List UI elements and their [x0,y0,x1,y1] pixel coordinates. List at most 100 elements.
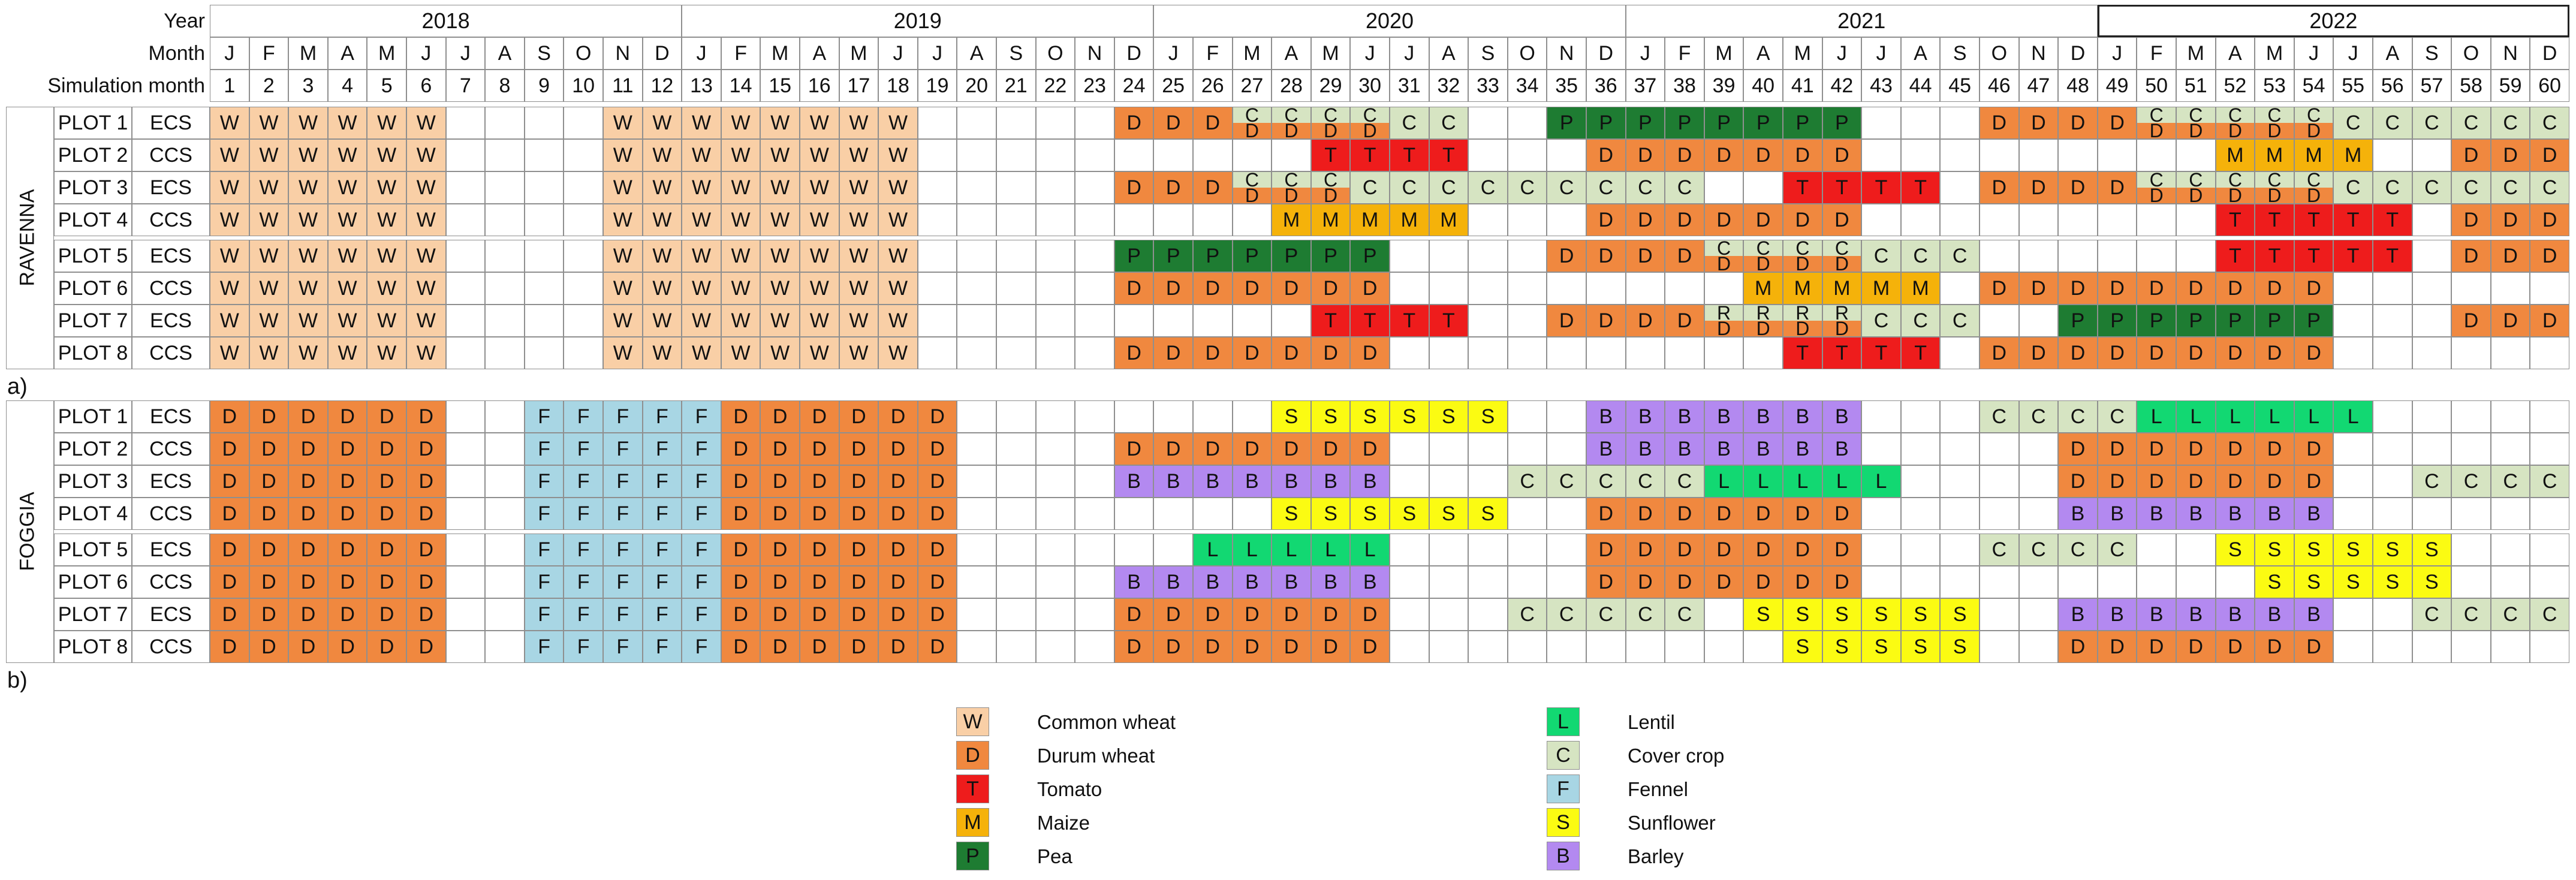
year-cell: 2018 [210,5,682,37]
crop-cell: S [1350,400,1390,433]
crop-cell: D [327,598,367,631]
crop-cell: D [1232,337,1272,369]
crop-cell: D [1704,204,1744,236]
simulation-month-cell: 23 [1075,70,1114,102]
grid-cell [2176,534,2216,566]
grid-cell [445,171,486,204]
crop-cell: D [2294,433,2334,465]
crop-cell: M [1272,204,1311,236]
crop-cell: D [1586,305,1626,337]
crop-cell: D [1783,566,1822,598]
simulation-month-cell: 8 [485,70,525,102]
crop-cell: S [2294,534,2334,566]
grid-cell [1468,305,1508,337]
legend-label: Lentil [1628,711,1675,733]
simulation-month-cell: 3 [288,70,328,102]
grid-cell [524,171,564,204]
grid-cell [1625,337,1665,369]
crop-cell: F [603,598,643,631]
grid-cell [445,139,486,171]
grid-cell [1861,534,1901,566]
grid-cell [996,465,1036,498]
grid-cell [485,240,525,272]
crop-cell: D [1272,433,1311,465]
grid-cell [2058,139,2098,171]
crop-cell: P [1743,107,1783,139]
grid-cell [2373,400,2412,433]
grid-cell [1547,631,1586,663]
grid-cell [1193,305,1233,337]
crop-cell: W [682,337,721,369]
crop-cell: T [2294,204,2334,236]
grid-cell [1468,240,1508,272]
crop-cell: B [1350,465,1390,498]
crop-cell: D [406,566,446,598]
crop-top: C [2216,107,2255,125]
grid-cell [485,498,525,530]
crop-cell: D [760,566,800,598]
grid-cell [1547,498,1586,530]
month-cell: D [2530,37,2569,70]
crop-cell: D [1153,337,1193,369]
crop-cell: D [249,534,289,566]
crop-cell: C [1980,534,2019,566]
month-cell: S [2412,37,2452,70]
crop-cell: D [2530,139,2569,171]
crop-cell: D [367,566,406,598]
crop-cell: D [2530,240,2569,272]
grid-cell [1193,498,1233,530]
grid-cell [1468,139,1508,171]
month-cell: O [564,37,603,70]
crop-bottom: D [1272,186,1310,203]
simulation-month-cell: 43 [1861,70,1901,102]
crop-cell: D [2490,305,2530,337]
crop-cell: W [839,305,879,337]
crop-cell: W [288,107,328,139]
crop-cell: D [1350,433,1390,465]
crop-cell: T [2294,240,2334,272]
crop-cell: P [1310,240,1351,272]
crop-cell: D [2294,337,2334,369]
crop-cell: L [1232,534,1272,566]
crop-cell: B [2097,498,2137,530]
crop-cell: D [1665,204,1704,236]
grid-cell [1035,204,1075,236]
grid-cell [1035,171,1075,204]
grid-cell [1743,171,1783,204]
simulation-month-cell: 60 [2530,70,2569,102]
crop-top: C [1744,240,1782,258]
simulation-month-cell: 26 [1193,70,1233,102]
grid-cell [1900,400,1941,433]
grid-cell [917,204,957,236]
crop-bottom: D [2255,186,2294,203]
crop-cell: B [2097,598,2137,631]
crop-cell: D [721,465,761,498]
crop-cell: P [1586,107,1626,139]
crop-cell: D [2097,107,2137,139]
grid-cell [917,240,957,272]
simulation-month-cell: 1 [210,70,249,102]
crop-bottom: D [1351,121,1389,138]
month-cell: J [1861,37,1901,70]
crop-cell: D [2255,631,2294,663]
grid-cell [2530,498,2569,530]
crop-cell: C [1586,465,1626,498]
crop-cell: D [327,433,367,465]
crop-cell: D [878,631,918,663]
grid-cell [1547,337,1586,369]
crop-cell: P [2058,305,2098,337]
crop-bottom: D [1822,319,1861,336]
year-cell: 2022 [2097,5,2569,37]
crop-cell: D [917,433,957,465]
crop-cell: D [288,566,328,598]
crop-cell: W [721,107,761,139]
crop-cell: B [1193,465,1233,498]
crop-cell: D [1310,433,1351,465]
crop-cell: L [1861,465,1901,498]
grid-cell [2018,465,2059,498]
simulation-month-cell: 10 [564,70,603,102]
